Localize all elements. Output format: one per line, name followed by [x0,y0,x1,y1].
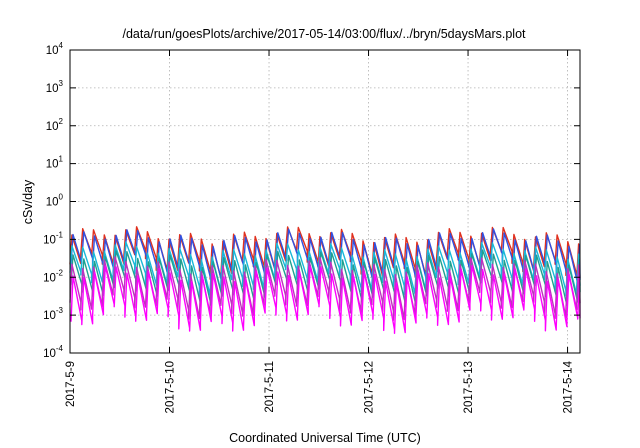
x-tick-label: 2017-5-11 [264,361,276,413]
y-tick-label: 10-1 [43,230,63,246]
series-line [70,264,581,334]
x-tick-label: 2017-5-10 [165,361,177,413]
y-tick-label: 101 [46,155,64,171]
chart-title: /data/run/goesPlots/archive/2017-05-14/0… [122,27,526,41]
y-axis-label: cSv/day [21,179,35,224]
y-tick-label: 103 [46,79,64,95]
y-tick-label: 10-3 [43,306,63,322]
y-tick-label: 100 [46,193,64,209]
y-tick-label: 104 [46,41,64,57]
y-tick-label: 10-4 [43,344,63,360]
series-line [69,241,581,297]
series-group [69,226,581,334]
x-tick-label: 2017-5-14 [563,360,575,413]
x-tick-label: 2017-5-12 [364,361,376,413]
x-tick-label: 2017-5-13 [463,361,475,413]
x-axis: 2017-5-9 2017-5-10 2017-5-11 2017-5-12 2017-… [65,50,575,413]
y-tick-label: 102 [46,117,64,133]
y-axis: 10-4 10-3 10-2 10-1 100 101 102 103 104 [43,41,580,360]
y-tick-label: 10-2 [43,268,63,284]
x-axis-label: Coordinated Universal Time (UTC) [229,431,421,445]
series-line [69,256,581,321]
x-tick-label: 2017-5-9 [65,361,77,407]
